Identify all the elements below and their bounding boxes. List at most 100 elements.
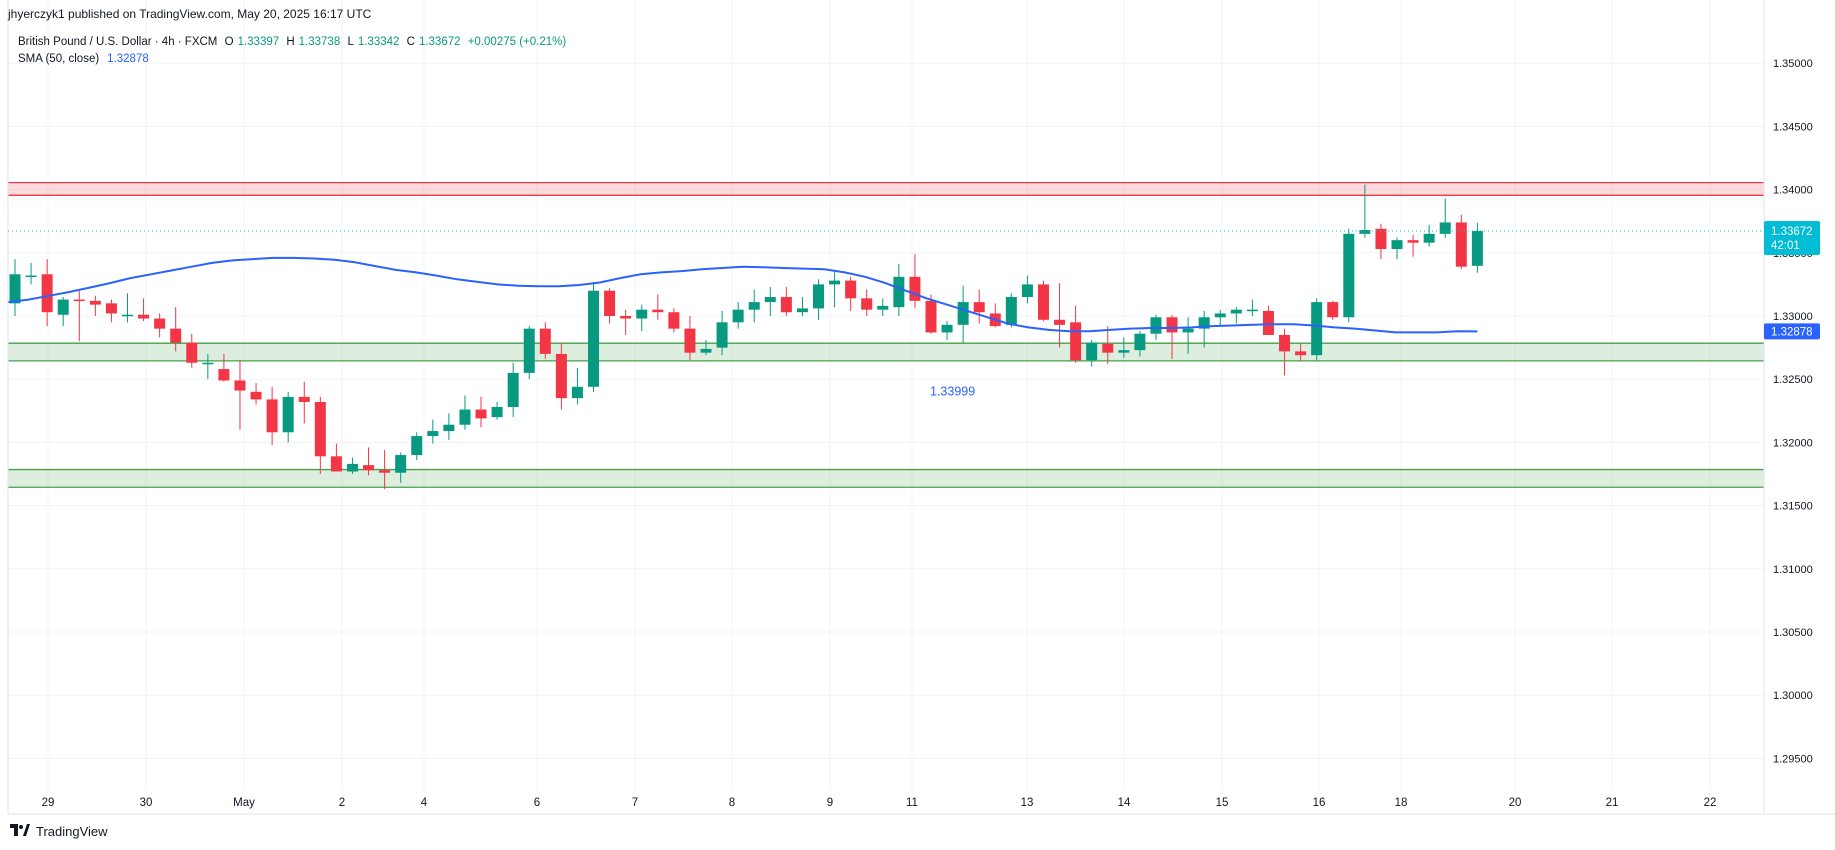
candle-up (1311, 302, 1323, 356)
candle-up (57, 299, 69, 315)
candle-down (475, 409, 487, 419)
support-zone (8, 343, 1764, 361)
sma-line (7, 256, 1478, 334)
open-value: 1.33397 (237, 36, 280, 48)
last-price-label: 1.33672 (1771, 226, 1813, 238)
candle-down (620, 316, 632, 319)
candle-up (1005, 297, 1017, 325)
candle-down (138, 314, 150, 319)
candle-up (202, 362, 214, 365)
sma-price-label: 1.32878 (1771, 326, 1813, 338)
candle-up (877, 305, 889, 310)
countdown-label: 42:01 (1771, 240, 1800, 252)
axes: 1.350001.345001.340001.335001.330001.325… (7, 0, 1835, 815)
candle-down (314, 401, 326, 457)
candle-up (957, 302, 969, 325)
candle-up (411, 436, 423, 456)
candle-up (748, 302, 760, 310)
high-value: 1.33738 (298, 36, 341, 48)
sma-row: SMA (50, close) 1.32878 (18, 51, 570, 68)
candle-up (1359, 230, 1371, 234)
candle-down (89, 300, 101, 305)
brand-name: TradingView (36, 823, 108, 839)
x-tick-label: 14 (1118, 797, 1131, 809)
candle-down (170, 328, 182, 343)
candle-down (652, 309, 664, 313)
low-value: 1.33342 (357, 36, 400, 48)
open-label: O (224, 36, 234, 48)
candle-up (395, 455, 407, 473)
candle-up (813, 284, 824, 309)
candle-down (73, 299, 85, 302)
candle-up (1423, 233, 1435, 243)
candle-up (1246, 309, 1258, 312)
sma-price-label-bg (1764, 323, 1820, 340)
y-tick-label: 1.31000 (1773, 564, 1813, 576)
candle-down (379, 470, 391, 473)
candle-down (298, 396, 310, 402)
candle-down (154, 318, 166, 329)
candle-down (1279, 334, 1291, 352)
last-price-label-bg (1764, 221, 1820, 256)
y-tick-label: 1.30500 (1773, 627, 1813, 639)
sma-50-line (7, 256, 1478, 334)
publisher-info: jhyerczyk1 published on TradingView.com,… (8, 7, 372, 21)
candle-up (121, 314, 133, 317)
x-tick-label: 4 (421, 797, 428, 809)
candle-down (266, 399, 278, 433)
y-tick-label: 1.32000 (1773, 437, 1813, 449)
candle-down (668, 312, 680, 329)
candle-down (1102, 343, 1114, 353)
candle-up (1439, 222, 1451, 234)
y-tick-label: 1.29500 (1773, 753, 1813, 765)
candle-down (250, 391, 262, 400)
x-tick-label: 16 (1313, 797, 1326, 809)
footer-brand[interactable]: TradingView (10, 823, 108, 839)
candle-down (555, 353, 567, 399)
x-tick-label: 20 (1509, 797, 1522, 809)
x-tick-label: 15 (1216, 797, 1229, 809)
candle-up (1198, 317, 1210, 329)
candle-down (604, 290, 616, 316)
symbol-row: British Pound / U.S. Dollar · 4h · FXCM … (18, 34, 570, 51)
candle-up (1021, 284, 1033, 298)
candle-up (1343, 233, 1355, 318)
candle-up (716, 322, 728, 348)
candle-up (893, 276, 905, 308)
x-tick-label: 21 (1606, 797, 1619, 809)
candle-up (764, 297, 776, 303)
candle-up (427, 431, 439, 437)
candle-up (346, 463, 358, 472)
candle-down (539, 328, 551, 354)
candle-up (829, 280, 841, 285)
low-label: L (347, 36, 354, 48)
support-zone (8, 469, 1764, 488)
candle-up (1118, 350, 1130, 353)
x-tick-label: 11 (906, 797, 918, 809)
y-tick-label: 1.30000 (1773, 690, 1813, 702)
candle-up (571, 386, 583, 399)
close-value: 1.33672 (418, 36, 461, 48)
symbol-title[interactable]: British Pound / U.S. Dollar · 4h · FXCM (18, 36, 218, 48)
sma-label[interactable]: SMA (50, close) (18, 53, 100, 65)
candle-up (282, 396, 294, 433)
candle-down (1070, 322, 1082, 361)
candle-down (186, 342, 198, 363)
x-tick-label: 8 (729, 797, 735, 809)
x-tick-label: 9 (827, 797, 833, 809)
candle-up (1214, 313, 1226, 318)
candle-up (1134, 333, 1146, 351)
candle-down (684, 328, 696, 353)
candle-up (523, 328, 535, 373)
candle-up (1086, 342, 1098, 361)
candle-up (588, 290, 600, 387)
candle-up (9, 274, 21, 304)
candle-down (1375, 228, 1387, 250)
candle-up (732, 309, 744, 323)
candle-up (636, 309, 648, 319)
high-label: H (286, 36, 295, 48)
candle-up (941, 324, 953, 333)
x-tick-label: 2 (339, 797, 345, 809)
candle-up (796, 308, 808, 313)
